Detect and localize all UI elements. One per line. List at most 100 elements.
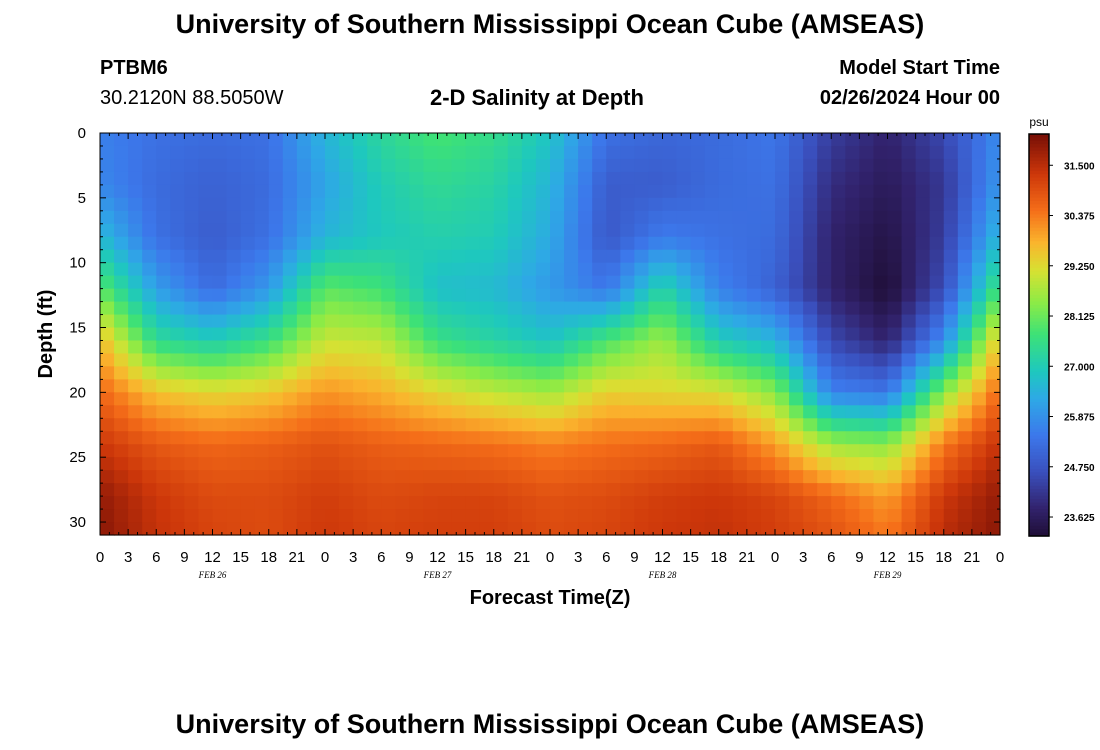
heatmap-cell	[114, 314, 129, 329]
heatmap-cell	[676, 496, 692, 510]
heatmap-cell	[282, 366, 298, 380]
heatmap-cell	[887, 483, 903, 497]
heatmap-cell	[831, 366, 846, 380]
heatmap-cell	[521, 496, 537, 510]
heatmap-cell	[789, 405, 804, 419]
heatmap-cell	[521, 158, 537, 173]
heatmap-cell	[606, 262, 621, 277]
heatmap-cell	[564, 223, 579, 238]
heatmap-cell	[676, 340, 692, 355]
colorbar-segment	[1029, 234, 1049, 239]
heatmap-cell	[507, 405, 523, 419]
heatmap-cell	[943, 327, 959, 342]
heatmap-cell	[423, 353, 439, 368]
x-tick-label: 15	[907, 549, 924, 566]
heatmap-cell	[142, 223, 157, 238]
heatmap-cell	[521, 522, 537, 536]
heatmap-cell	[887, 522, 903, 536]
heatmap-cell	[775, 197, 790, 212]
heatmap-cell	[817, 418, 832, 432]
heatmap-cell	[507, 457, 523, 471]
heatmap-cell	[859, 275, 875, 290]
heatmap-cell	[296, 314, 312, 329]
heatmap-cell	[662, 353, 678, 368]
heatmap-cell	[817, 470, 832, 484]
heatmap-cell	[409, 379, 425, 393]
heatmap-cell	[198, 509, 214, 523]
heatmap-cell	[353, 133, 368, 147]
heatmap-cell	[803, 470, 818, 484]
heatmap-cell	[254, 418, 270, 432]
heatmap-cell	[142, 392, 157, 406]
heatmap-cell	[803, 522, 818, 536]
heatmap-cell	[128, 262, 143, 277]
heatmap-cell	[381, 366, 396, 380]
heatmap-cell	[859, 444, 875, 458]
heatmap-cell	[296, 392, 312, 406]
colorbar-segment	[1029, 227, 1049, 232]
heatmap-cell	[943, 236, 959, 251]
heatmap-cell	[887, 496, 903, 510]
heatmap-cell	[296, 158, 312, 173]
heatmap-cell	[718, 288, 734, 303]
heatmap-cell	[606, 392, 621, 406]
heatmap-cell	[521, 145, 537, 160]
heatmap-cell	[662, 197, 678, 212]
heatmap-cell	[507, 210, 523, 225]
heatmap-cell	[775, 392, 790, 406]
heatmap-cell	[437, 236, 453, 251]
heatmap-cell	[929, 145, 945, 160]
heatmap-cell	[100, 197, 115, 212]
heatmap-cell	[142, 509, 157, 523]
heatmap-cell	[929, 353, 945, 368]
heatmap-cell	[282, 275, 298, 290]
colorbar-segment	[1029, 515, 1049, 520]
heatmap-cell	[620, 262, 635, 277]
heatmap-cell	[268, 171, 284, 186]
heatmap-cell	[128, 444, 143, 458]
colorbar-segment	[1029, 351, 1049, 356]
heatmap-cell	[634, 418, 650, 432]
heatmap-cell	[451, 314, 467, 329]
heatmap-cell	[662, 470, 678, 484]
heatmap-cell	[859, 210, 875, 225]
heatmap-cell	[226, 249, 242, 264]
heatmap-cell	[859, 340, 875, 355]
heatmap-cell	[662, 509, 678, 523]
heatmap-cell	[465, 249, 481, 264]
heatmap-cell	[479, 145, 495, 160]
heatmap-cell	[746, 366, 762, 380]
heatmap-cell	[859, 392, 875, 406]
heatmap-cell	[507, 470, 523, 484]
heatmap-cell	[690, 236, 706, 251]
heatmap-cell	[775, 444, 790, 458]
heatmap-cell	[493, 444, 509, 458]
heatmap-cell	[817, 249, 832, 264]
heatmap-cell	[184, 236, 200, 251]
heatmap-cell	[465, 158, 481, 173]
heatmap-cell	[423, 171, 439, 186]
heatmap-cell	[690, 145, 706, 160]
heatmap-cell	[859, 483, 875, 497]
heatmap-cell	[634, 275, 650, 290]
colorbar-segment	[1029, 154, 1049, 159]
colorbar-segment	[1029, 190, 1049, 195]
heatmap-cell	[423, 249, 439, 264]
heatmap-cell	[296, 431, 312, 445]
heatmap-cell	[521, 171, 537, 186]
heatmap-cell	[606, 210, 621, 225]
heatmap-cell	[662, 340, 678, 355]
heatmap-cell	[929, 405, 945, 419]
heatmap-cell	[114, 483, 129, 497]
heatmap-cell	[746, 262, 762, 277]
heatmap-cell	[732, 210, 748, 225]
heatmap-cell	[493, 314, 509, 329]
colorbar-segment	[1029, 221, 1049, 226]
heatmap-cell	[732, 236, 748, 251]
heatmap-cell	[282, 483, 298, 497]
heatmap-cell	[648, 184, 664, 199]
heatmap-cell	[296, 353, 312, 368]
heatmap-cell	[648, 249, 664, 264]
heatmap-cell	[339, 418, 354, 432]
heatmap-cell	[943, 171, 959, 186]
